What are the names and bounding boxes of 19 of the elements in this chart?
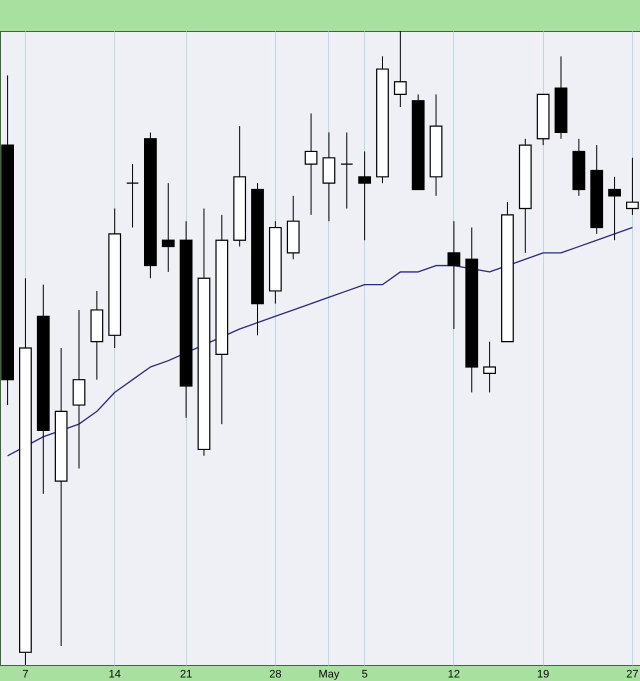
candlestick (608, 176, 621, 241)
x-tick-label: 21 (180, 668, 192, 680)
x-tick-label: 5 (362, 668, 368, 680)
x-tick-label: 19 (537, 668, 550, 680)
x-tick-label: 12 (448, 668, 460, 680)
candlestick (483, 341, 496, 393)
x-tick-label: 14 (108, 668, 121, 680)
candlestick (162, 182, 175, 272)
candlestick (626, 157, 639, 216)
candlestick (340, 132, 354, 210)
candlestick (358, 150, 372, 241)
x-tick-label: 27 (626, 668, 639, 680)
x-tick-label: May (318, 668, 340, 680)
candlestick (304, 112, 318, 216)
candlestick (447, 220, 460, 330)
x-tick-label: 28 (269, 668, 282, 680)
x-tick-label: 7 (22, 668, 28, 680)
candlestick (394, 30, 407, 108)
candlestick (126, 164, 139, 228)
